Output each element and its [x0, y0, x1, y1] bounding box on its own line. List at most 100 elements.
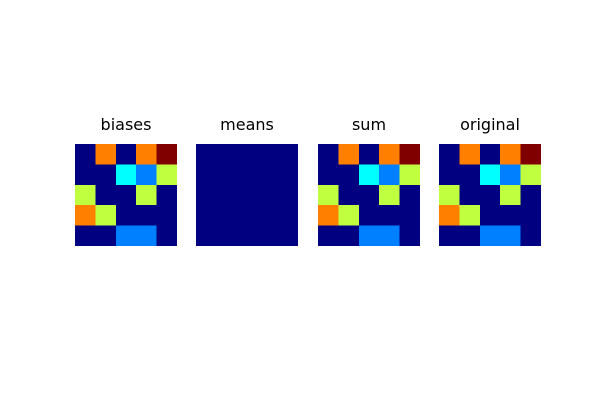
heatmap-cell [358, 225, 380, 246]
heatmap-cell [379, 144, 400, 165]
heatmap-cell [500, 164, 521, 186]
heatmap-cell [439, 205, 460, 226]
heatmap-cell [156, 184, 177, 206]
heatmap-cell [196, 184, 217, 206]
panel-title: original [460, 115, 520, 134]
heatmap-cell [439, 144, 460, 165]
heatmap-sum [318, 144, 420, 246]
heatmap-cell [136, 184, 157, 206]
heatmap-cell [257, 205, 278, 226]
heatmap-cell [399, 184, 420, 206]
heatmap-cell [520, 205, 541, 226]
heatmap-cell [216, 205, 238, 226]
heatmap-cell [479, 225, 501, 246]
heatmap-cell [236, 205, 258, 226]
heatmap-cell [136, 225, 157, 246]
heatmap-cell [399, 144, 420, 165]
heatmap-cell [196, 164, 217, 186]
heatmap-cell [459, 205, 481, 226]
panel-sum: sum [318, 112, 420, 246]
heatmap-cell [439, 184, 460, 206]
heatmap-cell [277, 205, 298, 226]
heatmap-cell [318, 205, 339, 226]
heatmap-cell [277, 164, 298, 186]
panel-original: original [439, 112, 541, 246]
heatmap-cell [196, 225, 217, 246]
heatmap-cell [500, 205, 521, 226]
heatmap-cell [318, 164, 339, 186]
heatmap-cell [338, 205, 360, 226]
heatmap-cell [520, 225, 541, 246]
heatmap-cell [257, 164, 278, 186]
heatmap-cell [95, 144, 117, 165]
heatmap-cell [236, 144, 258, 165]
heatmap-cell [95, 184, 117, 206]
heatmap-cell [459, 225, 481, 246]
panel-biases: biases [75, 112, 177, 246]
heatmap-cell [156, 164, 177, 186]
heatmap-cell [338, 184, 360, 206]
heatmap-cell [318, 225, 339, 246]
heatmap-cell [196, 144, 217, 165]
heatmap-cell [479, 164, 501, 186]
heatmap-cell [358, 205, 380, 226]
heatmap-cell [196, 205, 217, 226]
heatmap-cell [75, 164, 96, 186]
heatmap-cell [479, 144, 501, 165]
heatmap-cell [500, 144, 521, 165]
heatmap-cell [136, 144, 157, 165]
heatmap-cell [520, 144, 541, 165]
heatmap-cell [520, 164, 541, 186]
heatmap-cell [257, 225, 278, 246]
heatmap-biases [75, 144, 177, 246]
heatmap-cell [277, 225, 298, 246]
heatmap-cell [399, 225, 420, 246]
heatmap-cell [459, 164, 481, 186]
heatmap-cell [338, 144, 360, 165]
heatmap-cell [95, 164, 117, 186]
heatmap-cell [156, 144, 177, 165]
heatmap-cell [216, 225, 238, 246]
heatmap-cell [338, 225, 360, 246]
heatmap-cell [318, 184, 339, 206]
heatmap-cell [277, 184, 298, 206]
heatmap-cell [136, 205, 157, 226]
heatmap-cell [520, 184, 541, 206]
panel-title: biases [100, 115, 152, 134]
heatmap-cell [479, 184, 501, 206]
heatmap-cell [75, 184, 96, 206]
heatmap-cell [216, 144, 238, 165]
heatmap-cell [358, 164, 380, 186]
heatmap-cell [439, 225, 460, 246]
heatmap-cell [479, 205, 501, 226]
heatmap-cell [136, 164, 157, 186]
heatmap-cell [115, 225, 137, 246]
heatmap-cell [156, 205, 177, 226]
heatmap-cell [379, 205, 400, 226]
heatmap-cell [338, 164, 360, 186]
heatmap-cell [379, 225, 400, 246]
heatmap-cell [75, 205, 96, 226]
heatmap-cell [115, 144, 137, 165]
heatmap-cell [236, 225, 258, 246]
heatmap-cell [439, 164, 460, 186]
panel-title: means [220, 115, 274, 134]
heatmap-cell [95, 225, 117, 246]
panel-title: sum [351, 115, 387, 134]
heatmap-cell [277, 144, 298, 165]
heatmap-cell [379, 164, 400, 186]
heatmap-cell [257, 184, 278, 206]
heatmap-cell [216, 184, 238, 206]
heatmap-cell [358, 184, 380, 206]
heatmap-cell [318, 144, 339, 165]
heatmap-cell [236, 164, 258, 186]
heatmap-cell [216, 164, 238, 186]
heatmap-cell [257, 144, 278, 165]
heatmap-cell [500, 225, 521, 246]
heatmap-cell [379, 184, 400, 206]
heatmap-cell [399, 205, 420, 226]
heatmap-cell [459, 144, 481, 165]
heatmap-cell [399, 164, 420, 186]
heatmap-cell [358, 144, 380, 165]
